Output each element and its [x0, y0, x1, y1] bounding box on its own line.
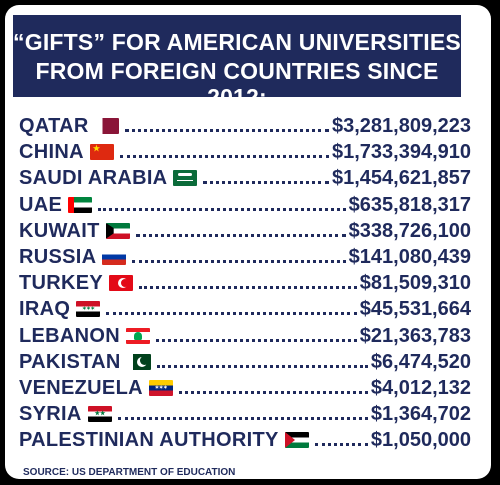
- country-name: SAUDI ARABIA: [19, 167, 168, 190]
- gift-amount: $635,818,317: [348, 193, 471, 216]
- country-name: CHINA: [19, 141, 84, 164]
- dot-leader: [203, 181, 329, 185]
- dot-leader: [139, 286, 357, 290]
- table-row: SYRIA ★★ $1,364,702: [19, 400, 471, 426]
- gift-amount: $141,080,439: [348, 246, 471, 268]
- table-row: IRAQ ✶✶✶ $45,531,664: [19, 295, 471, 321]
- table-row: LEBANON $21,363,783: [19, 322, 471, 348]
- table-row: RUSSIA $141,080,439: [19, 243, 471, 269]
- country-name: SYRIA: [19, 403, 82, 426]
- kuwait-flag-icon: [105, 222, 130, 239]
- dot-leader: [106, 312, 357, 316]
- source-note: SOURCE: US DEPARTMENT OF EDUCATION: [23, 467, 236, 478]
- table-row: PALESTINIAN AUTHORITY $1,050,000: [19, 426, 471, 452]
- table-row: PAKISTAN $6,474,520: [19, 348, 471, 374]
- table-row: CHINA ★ $1,733,394,910: [19, 138, 471, 164]
- title-line-2: FROM FOREIGN COUNTRIES SINCE 2012:: [35, 58, 439, 110]
- iraq-flag-icon: ✶✶✶: [76, 301, 101, 318]
- dot-leader: [117, 417, 368, 421]
- palestine-flag-icon: [284, 432, 309, 449]
- dot-leader: [314, 443, 368, 447]
- venezuela-flag-icon: ✶✶✶: [148, 380, 173, 396]
- country-name: PAKISTAN: [19, 350, 121, 373]
- country-name: PALESTINIAN AUTHORITY: [19, 429, 279, 452]
- gift-amount: $4,012,132: [370, 377, 471, 399]
- table-row: VENEZUELA ✶✶✶ $4,012,132: [19, 374, 471, 400]
- country-name: KUWAIT: [19, 219, 100, 242]
- uae-flag-icon: [68, 196, 93, 213]
- country-name: QATAR: [19, 115, 89, 137]
- country-name: VENEZUELA: [19, 377, 143, 399]
- pakistan-flag-icon: [126, 353, 151, 370]
- dot-leader: [124, 129, 329, 132]
- dot-leader: [178, 391, 368, 394]
- title-banner: “GIFTS” FOR AMERICAN UNIVERSITIES FROM F…: [13, 15, 461, 110]
- table-row: TURKEY $81,509,310: [19, 269, 471, 295]
- gift-amount: $1,364,702: [370, 403, 471, 426]
- country-name: UAE: [19, 193, 63, 216]
- country-name: IRAQ: [19, 298, 71, 321]
- gift-amount: $81,509,310: [359, 272, 471, 295]
- country-name: RUSSIA: [19, 246, 97, 268]
- lebanon-flag-icon: [126, 327, 150, 344]
- saudi-arabia-flag-icon: [173, 170, 198, 187]
- qatar-flag-icon: [94, 118, 119, 134]
- dot-leader: [135, 233, 346, 237]
- gift-amount: $1,050,000: [370, 429, 471, 452]
- infographic-card: “GIFTS” FOR AMERICAN UNIVERSITIES FROM F…: [5, 5, 491, 479]
- dot-leader: [132, 260, 346, 263]
- gift-amount: $3,281,809,223: [331, 115, 471, 137]
- turkey-flag-icon: [109, 275, 134, 292]
- table-row: KUWAIT $338,726,100: [19, 217, 471, 243]
- table-row: QATAR $3,281,809,223: [19, 112, 471, 138]
- gift-amount: $1,733,394,910: [331, 141, 471, 164]
- dot-leader: [156, 338, 357, 342]
- title-line-1: “GIFTS” FOR AMERICAN UNIVERSITIES: [13, 29, 461, 55]
- country-name: TURKEY: [19, 272, 104, 295]
- syria-flag-icon: ★★: [87, 406, 112, 423]
- gift-amount: $6,474,520: [370, 350, 471, 373]
- gift-amount: $45,531,664: [359, 298, 471, 321]
- gift-amount: $1,454,621,857: [331, 167, 471, 190]
- russia-flag-icon: [102, 249, 127, 265]
- gift-amount: $21,363,783: [359, 324, 471, 347]
- dot-leader: [156, 364, 368, 368]
- table-row: UAE $635,818,317: [19, 191, 471, 217]
- dot-leader: [119, 155, 329, 159]
- gift-amount: $338,726,100: [348, 219, 471, 242]
- table-row: SAUDI ARABIA $1,454,621,857: [19, 164, 471, 190]
- china-flag-icon: ★: [89, 144, 114, 161]
- country-name: LEBANON: [19, 324, 120, 347]
- dot-leader: [98, 207, 346, 211]
